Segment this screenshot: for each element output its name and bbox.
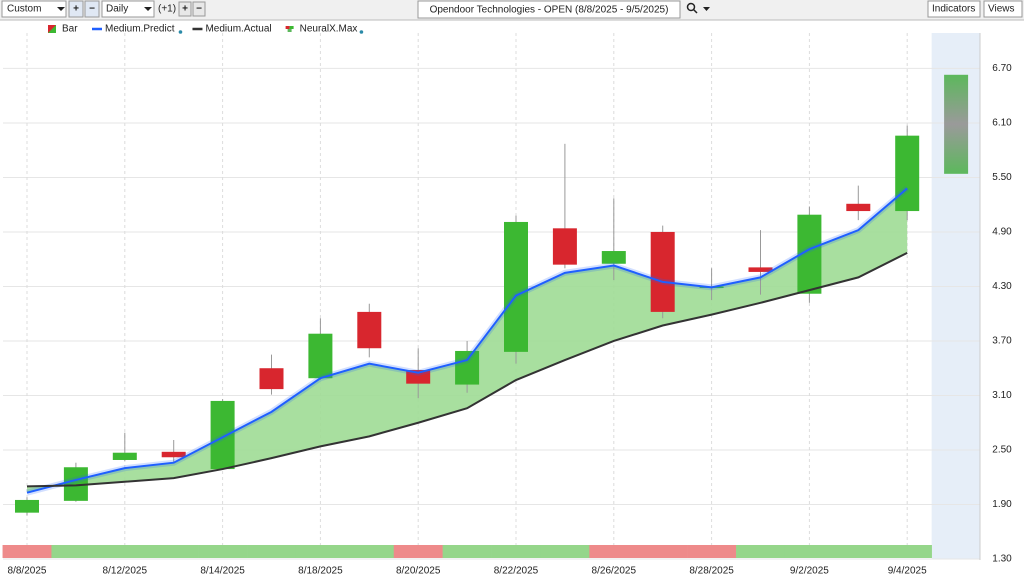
signal-segment [51, 545, 101, 558]
dropdown-arrow [57, 7, 65, 11]
zoom-out-button[interactable] [84, 0, 100, 18]
signal-segment [149, 545, 199, 558]
signal-segment [540, 545, 590, 558]
signal-segment [784, 545, 835, 558]
symbol-box[interactable] [417, 0, 681, 19]
indicators-button[interactable] [927, 0, 981, 18]
legend-icon [48, 25, 56, 33]
signal-segment [687, 545, 737, 558]
y-tick-label: 5.50 [992, 172, 1012, 183]
signal-segment [2, 545, 52, 558]
x-tick-label: 8/28/2025 [689, 566, 734, 577]
signal-segment [589, 545, 639, 558]
legend-label: Medium.Predict [105, 24, 175, 35]
series-line [26, 187, 908, 494]
y-tick-label: 3.70 [992, 336, 1012, 347]
candle-body [259, 368, 284, 390]
signal-segment [295, 545, 346, 558]
x-tick-label: 8/26/2025 [592, 566, 637, 577]
candle-body [357, 311, 382, 349]
search-icon[interactable] [686, 2, 696, 12]
candle-body [308, 333, 333, 379]
views-button[interactable] [983, 0, 1023, 18]
y-tick-label: 1.90 [992, 499, 1012, 510]
y-tick-label: 1.30 [992, 554, 1012, 565]
signal-segment [442, 545, 492, 558]
x-tick-label: 8/18/2025 [298, 566, 343, 577]
signal-segment [833, 545, 884, 558]
legend-icon [287, 29, 292, 32]
x-tick-label: 9/4/2025 [888, 566, 927, 577]
x-tick-label: 8/14/2025 [200, 566, 245, 577]
signal-segment [882, 545, 932, 558]
signal-segment [491, 545, 541, 558]
plus-icon: + [73, 4, 79, 15]
x-tick-label: 8/12/2025 [103, 566, 148, 577]
candle-body [895, 135, 920, 212]
y-tick-label: 2.50 [992, 445, 1012, 456]
signal-segment [344, 545, 395, 558]
forecast-range [944, 74, 969, 174]
indicators: Indicators [932, 4, 975, 15]
candle-body [552, 228, 577, 265]
toolbar: Custom + − Daily (+1) + − Opendoor Techn… [0, 0, 1024, 20]
y-tick-label: 4.30 [992, 281, 1012, 292]
chart-title: Opendoor Technologies - OPEN (8/8/2025 -… [430, 5, 669, 16]
legend-label: NeuralX.Max [300, 24, 358, 35]
legend-dot [359, 30, 364, 34]
x-tick-label: 8/20/2025 [396, 566, 441, 577]
range-dropdown[interactable] [1, 0, 67, 18]
step-plus[interactable] [178, 1, 192, 17]
candle-body [406, 370, 431, 384]
y-tick-label: 6.10 [992, 118, 1012, 129]
minus-icon: − [89, 4, 95, 15]
candle-body [15, 499, 39, 513]
step-minus[interactable] [192, 1, 206, 17]
legend-icon [289, 26, 294, 29]
search-icon-handle [692, 8, 698, 14]
y-tick-label: 6.70 [992, 63, 1012, 74]
legend-icon [285, 26, 290, 29]
candle-body [210, 400, 235, 470]
dropdown-arrow [703, 7, 710, 11]
signal-segment [393, 545, 443, 558]
candle-body [601, 251, 626, 264]
x-tick-label: 8/22/2025 [494, 566, 539, 577]
dropdown-arrow [144, 7, 152, 11]
legend-label: Medium.Actual [205, 24, 271, 35]
x-tick-label: 9/2/2025 [790, 566, 829, 577]
legend-label: Bar [62, 24, 78, 35]
plus-icon: + [182, 4, 188, 15]
views: Views [988, 4, 1015, 15]
series-line [26, 251, 908, 488]
interval: Daily [106, 4, 128, 15]
step: (+1) [158, 4, 176, 15]
range-mode: Custom [7, 4, 41, 15]
signal-segment [736, 545, 786, 558]
signal-segment [638, 545, 688, 558]
candle-body [748, 267, 773, 272]
signal-segment [100, 545, 150, 558]
minus-icon: − [196, 4, 202, 15]
interval-dropdown[interactable] [101, 0, 155, 18]
zoom-in-button[interactable] [68, 0, 84, 18]
candle-body [846, 203, 871, 212]
legend-dot [178, 30, 183, 34]
x-tick-label: 8/8/2025 [8, 566, 47, 577]
y-tick-label: 4.90 [992, 227, 1012, 238]
candle-body [112, 452, 137, 460]
signal-segment [247, 545, 297, 558]
candle-body [455, 350, 480, 385]
candle-body [161, 451, 186, 458]
signal-segment [198, 545, 248, 558]
y-tick-label: 3.10 [992, 390, 1012, 401]
candle-body [650, 231, 675, 312]
candle-body [504, 221, 528, 352]
